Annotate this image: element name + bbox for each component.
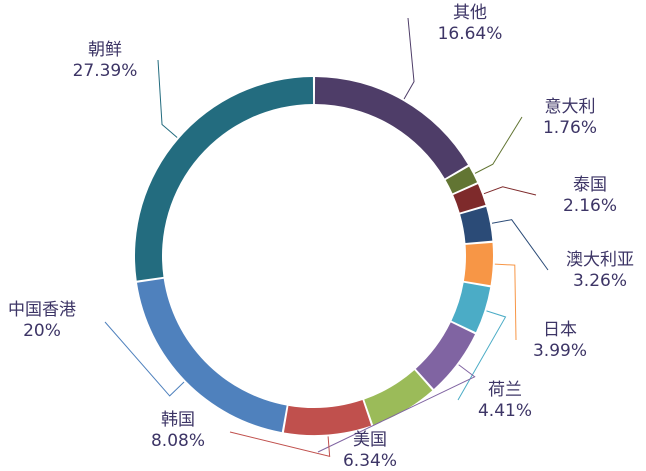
slice-0	[314, 77, 468, 179]
slice-name-label-3: 澳大利亚	[566, 250, 634, 270]
leader-line-0	[403, 17, 415, 100]
slice-value-label-1: 1.76%	[543, 118, 597, 138]
slice-name-label-10: 朝鲜	[88, 40, 122, 60]
slice-6	[415, 322, 476, 389]
slice-name-label-1: 意大利	[545, 97, 596, 117]
slice-9	[137, 278, 287, 433]
slice-value-label-6: 6.34%	[343, 451, 397, 471]
leader-line-9	[104, 321, 185, 397]
slice-1	[445, 166, 478, 194]
leader-line-8	[229, 431, 331, 458]
slices-group	[134, 77, 493, 435]
slice-value-label-8: 8.08%	[151, 431, 205, 451]
leader-line-2	[483, 186, 537, 196]
leader-line-5	[457, 310, 507, 401]
slice-7	[364, 370, 433, 425]
slice-2	[453, 184, 486, 213]
leader-line-10	[157, 59, 178, 138]
slice-value-label-3: 3.26%	[573, 271, 627, 291]
slice-value-label-9: 20%	[23, 321, 61, 341]
leader-line-6	[317, 364, 476, 453]
slice-name-label-6: 美国	[353, 430, 387, 450]
slice-name-label-2: 泰国	[573, 175, 607, 195]
slice-name-label-4: 日本	[543, 320, 577, 340]
slice-3	[460, 206, 493, 243]
slice-value-label-2: 2.16%	[563, 196, 617, 216]
slice-5	[451, 282, 491, 333]
slice-name-label-8: 韩国	[161, 410, 195, 430]
slice-value-label-0: 16.64%	[438, 24, 503, 44]
leader-lines-group	[104, 17, 549, 458]
slice-4	[463, 242, 493, 286]
slice-value-label-5: 4.41%	[478, 401, 532, 421]
leader-line-3	[491, 219, 549, 271]
leader-line-1	[474, 116, 523, 174]
slice-10	[134, 77, 314, 281]
slice-8	[283, 400, 372, 435]
slice-name-label-9: 中国香港	[8, 300, 76, 320]
slice-value-label-4: 3.99%	[533, 341, 587, 361]
slice-name-label-5: 荷兰	[488, 380, 522, 400]
slice-value-label-10: 27.39%	[73, 61, 138, 81]
slice-name-label-0: 其他	[453, 3, 487, 23]
leader-line-4	[494, 263, 517, 341]
